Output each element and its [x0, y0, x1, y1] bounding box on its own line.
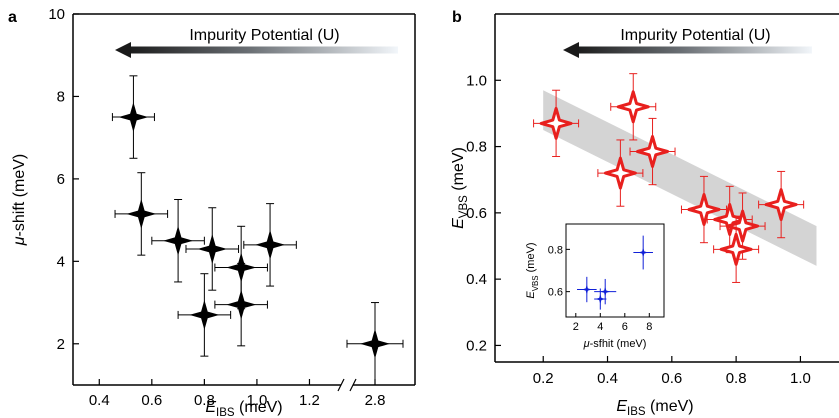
panel-b-ylabel-main: E [450, 218, 467, 229]
inset-point [600, 286, 611, 297]
inset-xtick-label: 4 [597, 321, 603, 333]
panel-b-ytick-label: 0.6 [466, 205, 487, 222]
panel-a-xtick-label: 0.4 [89, 392, 110, 409]
panel-a-point [197, 234, 228, 264]
panel-b-xtick-label: 1.0 [790, 370, 811, 387]
panel-b-ytick-label: 0.8 [466, 139, 487, 156]
panel-a-xtick-label: 1.2 [299, 392, 320, 409]
panel-b-xlabel-main: E [616, 398, 627, 415]
panel-b-point [713, 203, 747, 236]
panel-b-xlabel: EIBS (meV) [616, 398, 693, 418]
panel-a-arrow-head [115, 42, 131, 58]
panel-b-ytick-label: 0.4 [466, 271, 487, 288]
panel-b-xtick-label: 0.6 [661, 370, 682, 387]
inset-point [581, 284, 592, 295]
panel-a-xlabel-sub: IBS [216, 407, 235, 418]
panel-b-arrow-shaft [575, 46, 812, 54]
panel-a-xtick-label: 2.8 [365, 392, 386, 409]
panel-a-point [226, 289, 257, 320]
panel-b-point [719, 232, 753, 266]
inset-ylabel-main: E [525, 291, 537, 299]
inset-ytick-label: 0.6 [548, 287, 563, 299]
panel-b-xlabel-rest: (meV) [646, 398, 694, 415]
panel-a-xlabel-rest: (meV) [235, 399, 283, 416]
inset-ytick-label: 0.8 [548, 244, 563, 256]
panel-a-arrow-label: Impurity Potential (U) [189, 27, 339, 44]
panel-b-xlabel-sub: IBS [627, 406, 646, 418]
panel-a-ylabel-rest: -shift (meV) [11, 154, 28, 237]
panel-a-xtick-label: 1.0 [246, 392, 267, 409]
panel-b-point [539, 106, 573, 140]
inset-ylabel-rest: (meV) [525, 242, 537, 275]
panel-a-arrow-shaft [127, 46, 398, 54]
panel-b-xtick-label: 0.2 [533, 370, 554, 387]
panel-a-xlabel-main: E [205, 399, 216, 416]
panel-a-ylabel-prefix: μ [11, 236, 28, 246]
panel-b-point [687, 193, 721, 226]
panel-a-point [255, 229, 286, 260]
panel-b-point [603, 156, 637, 190]
inset-xtick-label: 6 [622, 321, 628, 333]
panel-b-point [726, 209, 760, 243]
panel-b-ylabel-rest: (meV) [450, 147, 467, 195]
panel-a-point [360, 328, 390, 359]
panel-a-break-mark-left [337, 378, 345, 392]
panel-a-ytick-label: 10 [48, 6, 65, 23]
panel-b-point [616, 90, 650, 124]
panel-a-point [126, 198, 157, 229]
panel-b-ylabel-sub: VBS [458, 195, 470, 218]
panel-b-point [764, 188, 798, 222]
panel-b-ylabel: EVBS (meV) [450, 147, 470, 229]
panel-b-inset-plot: 0.6 0.8 2 4 6 8 μ-sfhit (meV) EVBS (meV) [525, 223, 665, 350]
panel-a-ytick-label: 6 [57, 171, 65, 188]
panel-a-plot: 2 4 6 8 10 0.4 0.6 0.8 1.0 1.2 2.8 EIBS (meV) μ-shif… [11, 6, 416, 418]
panel-a-xtick-label: 0.6 [141, 392, 162, 409]
inset-xtick-label: 2 [573, 321, 579, 333]
inset-point [595, 294, 606, 304]
inset-ylabel: EVBS (meV) [525, 242, 540, 298]
inset-xlabel-rest: -sfhit (meV) [590, 338, 647, 350]
panel-a-letter: a [8, 9, 17, 26]
inset-xtick-label: 8 [646, 321, 652, 333]
panel-a-ytick-label: 8 [57, 88, 65, 105]
panel-b-letter: b [452, 9, 462, 26]
panel-b-point [636, 135, 669, 168]
inset-xlabel: μ-sfhit (meV) [583, 338, 647, 350]
panel-a-ytick-label: 4 [57, 253, 65, 270]
inset-xlabel-prefix: μ [583, 338, 590, 350]
inset-frame [565, 223, 665, 318]
panel-a-ytick-label: 2 [57, 336, 65, 353]
panel-b-xtick-label: 0.4 [597, 370, 618, 387]
panel-a-point [118, 102, 149, 133]
panel-a-xlabel: EIBS (meV) [205, 399, 282, 418]
panel-a-break-mark-right [349, 378, 357, 392]
panel-b-arrow-label: Impurity Potential (U) [620, 27, 770, 44]
panel-a-ylabel: μ-shift (meV) [11, 154, 28, 246]
panel-b-xtick-label: 0.8 [726, 370, 747, 387]
inset-point [638, 247, 649, 258]
panel-b-ytick-label: 1.0 [466, 72, 487, 89]
panel-a-point [189, 299, 220, 330]
panel-b-ytick-label: 0.2 [466, 337, 487, 354]
panel-a-point [163, 225, 194, 256]
panel-a-xtick-label: 0.8 [194, 392, 215, 409]
panel-b-arrow-head [563, 42, 579, 58]
inset-ylabel-sub: VBS [531, 275, 540, 291]
